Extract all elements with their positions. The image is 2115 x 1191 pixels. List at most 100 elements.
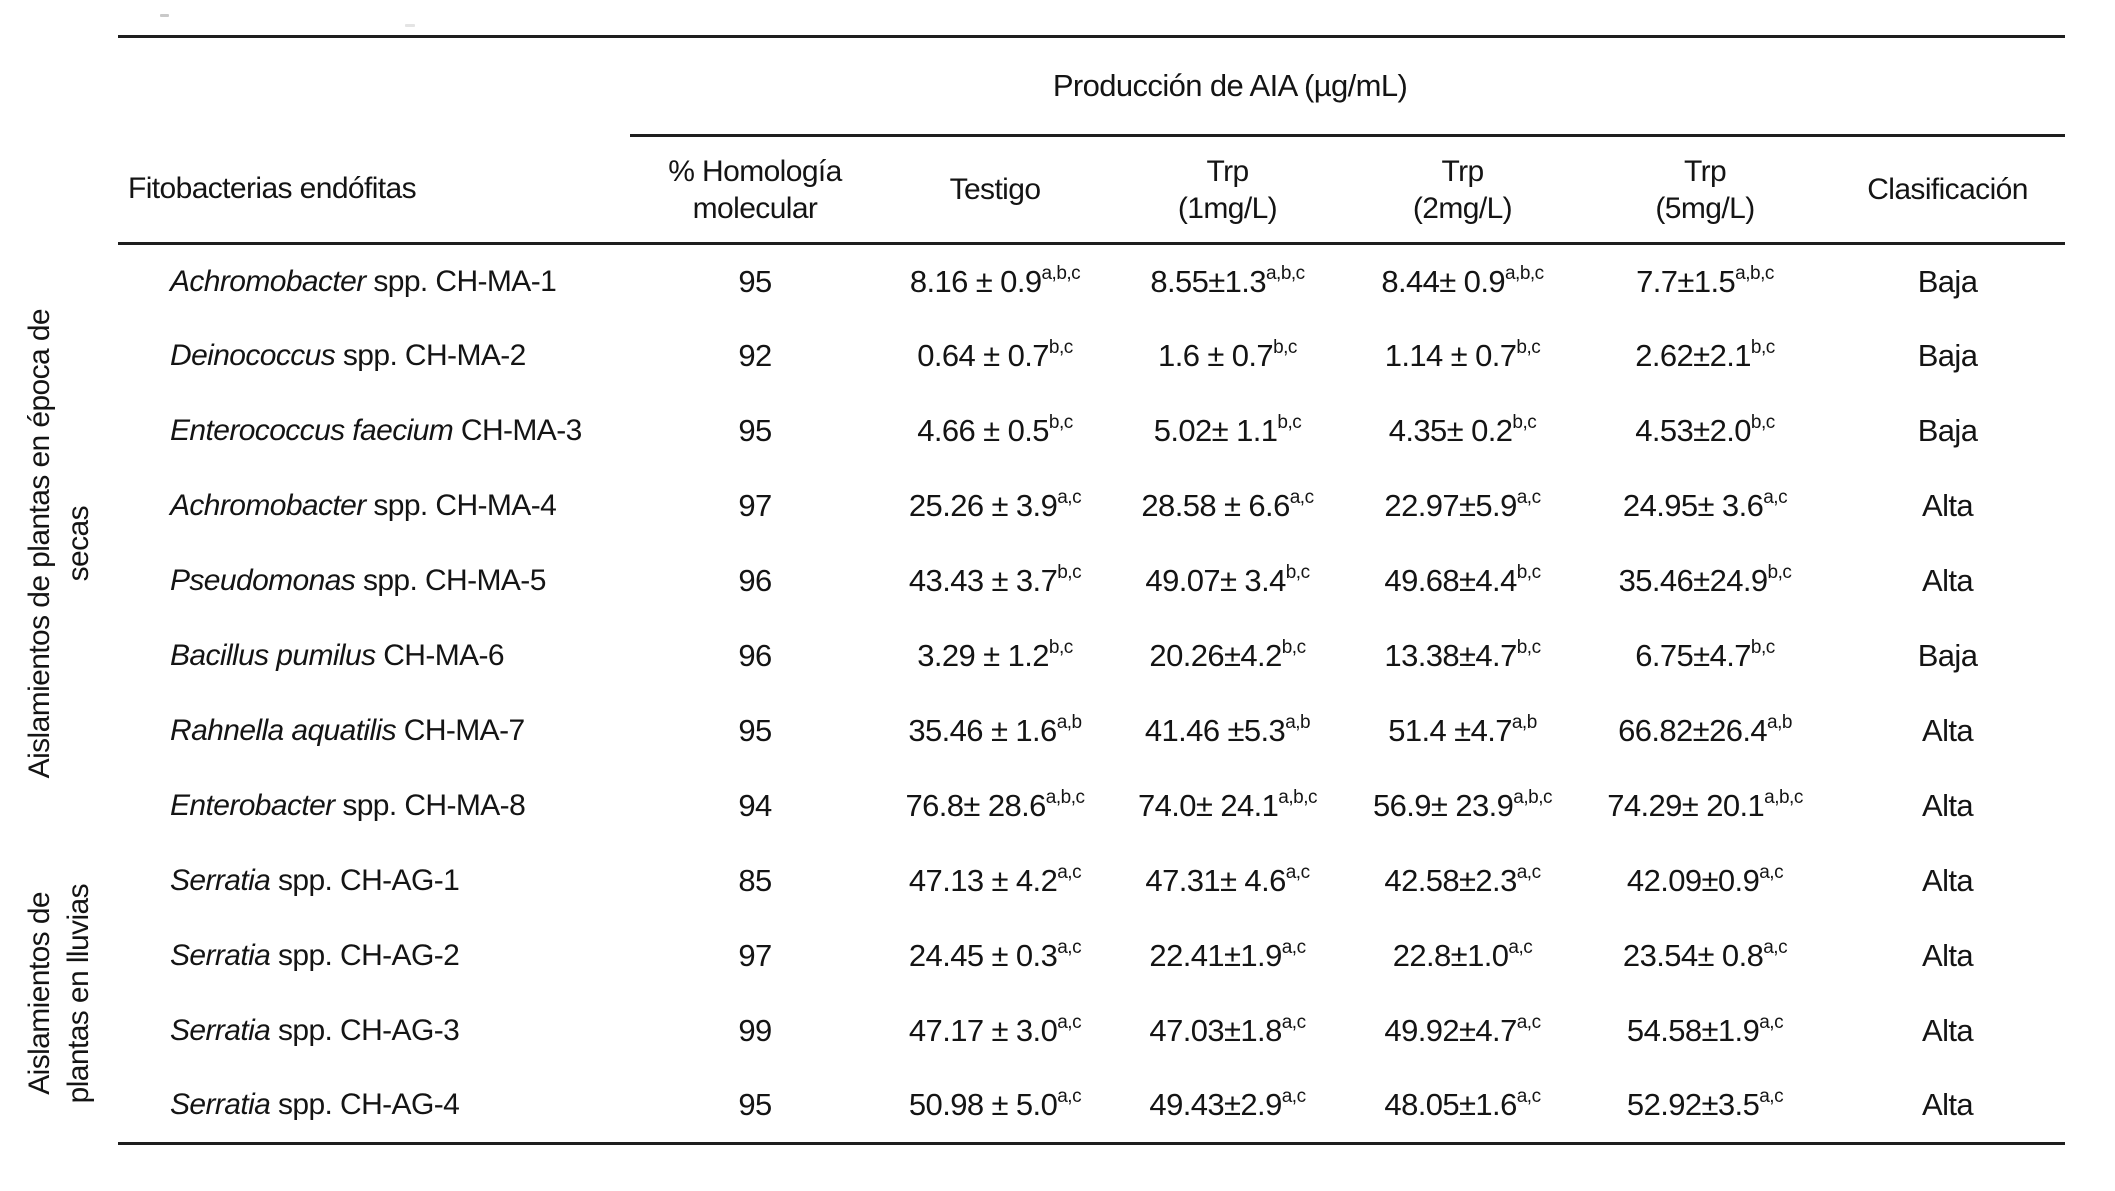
species-strain: spp. CH-MA-1 <box>365 264 557 298</box>
significance-superscript: b,c <box>1285 562 1310 583</box>
significance-superscript: a,c <box>1281 1012 1306 1033</box>
trp1-value: 47.31± 4.6a,c <box>1110 844 1345 919</box>
significance-superscript: a,b,c <box>1735 262 1774 284</box>
species-strain: spp. CH-MA-4 <box>365 489 557 522</box>
significance-superscript: b,c <box>1750 412 1775 433</box>
significance-superscript: b,c <box>1048 412 1073 433</box>
clasificacion-column-spacer <box>1830 35 2066 137</box>
testigo-value: 24.45 ± 0.3a,c <box>880 919 1110 994</box>
column-header-trp5-line1: Trp <box>1683 154 1727 188</box>
significance-superscript: a,b,c <box>1041 262 1081 284</box>
significance-superscript: b,c <box>1057 562 1082 583</box>
value: 7.7±1.5 <box>1636 263 1736 299</box>
column-header-trp1: Trp (1mg/L) <box>1110 135 1345 245</box>
classification-value: Baja <box>1917 638 1978 673</box>
significance-superscript: a,b,c <box>1278 787 1317 808</box>
table-row: Pseudomonas spp. CH-MA-5 96 43.43 ± 3.7b… <box>0 544 2065 619</box>
value: 51.4 ±4.7 <box>1388 713 1512 748</box>
trp5-value: 6.75±4.7b,c <box>1580 619 1830 694</box>
value: 66.82±26.4 <box>1618 713 1768 748</box>
significance-superscript: a,b,c <box>1764 787 1803 808</box>
trp1-value: 49.43±2.9a,c <box>1110 1068 1345 1145</box>
classification-value: Baja <box>1917 338 1978 373</box>
column-header-trp5: Trp (5mg/L) <box>1580 135 1831 245</box>
species-strain: CH-MA-3 <box>453 414 582 447</box>
trp2-value: 1.14 ± 0.7b,c <box>1345 319 1580 394</box>
value: 47.13 ± 4.2 <box>908 863 1058 898</box>
trp2-value: 22.8±1.0a,c <box>1345 919 1580 994</box>
significance-superscript: a,c <box>1057 862 1082 883</box>
testigo-value: 4.66 ± 0.5b,c <box>880 394 1110 469</box>
homology-value: 95 <box>738 713 772 748</box>
trp5-value: 52.92±3.5a,c <box>1580 1068 1831 1145</box>
trp2-value: 49.68±4.4b,c <box>1345 544 1580 619</box>
table-row: Rahnella aquatilis CH-MA-7 95 35.46 ± 1.… <box>0 694 2065 769</box>
column-header-clasificacion: Clasificación <box>1830 135 2066 245</box>
value: 28.58 ± 6.6 <box>1141 488 1290 523</box>
trp1-value: 41.46 ±5.3a,b <box>1110 694 1345 769</box>
species-genus: Deinococcus <box>170 339 336 372</box>
testigo-value: 50.98 ± 5.0a,c <box>880 1068 1110 1145</box>
trp1-value: 47.03±1.8a,c <box>1110 994 1345 1069</box>
column-header-trp1-line1: Trp <box>1206 154 1249 188</box>
column-header-homology-line2: molecular <box>692 191 818 225</box>
classification-value: Alta <box>1922 563 1974 598</box>
significance-superscript: b,c <box>1048 337 1073 358</box>
significance-superscript: b,c <box>1277 412 1302 433</box>
species-strain: CH-MA-7 <box>396 714 525 747</box>
column-header-trp2: Trp (2mg/L) <box>1345 135 1580 245</box>
trp5-value: 7.7±1.5a,b,c <box>1580 244 1830 319</box>
trp1-value: 49.07± 3.4b,c <box>1110 544 1345 619</box>
species-name: Achromobacter spp. CH-MA-1 <box>118 244 630 319</box>
table-body: Aislamientos de plantas en época de seca… <box>0 244 2066 1145</box>
classification-value: Alta <box>1922 863 1974 898</box>
significance-superscript: a,c <box>1281 1086 1306 1108</box>
significance-superscript: a,c <box>1759 1086 1784 1108</box>
value: 24.95± 3.6 <box>1622 488 1764 523</box>
homology-value: 94 <box>738 788 772 823</box>
species-genus: Enterobacter <box>170 789 335 822</box>
value: 0.64 ± 0.7 <box>917 338 1049 373</box>
value: 24.45 ± 0.3 <box>908 938 1058 973</box>
value: 74.29± 20.1 <box>1607 788 1765 823</box>
significance-superscript: a,c <box>1759 1012 1784 1033</box>
testigo-value: 35.46 ± 1.6a,b <box>880 694 1110 769</box>
significance-superscript: a,b <box>1285 712 1311 733</box>
significance-superscript: b,c <box>1516 637 1541 658</box>
classification-value: Alta <box>1830 1068 2066 1145</box>
trp2-value: 22.97±5.9a,c <box>1345 469 1580 544</box>
significance-superscript: a,c <box>1057 1086 1082 1108</box>
species-genus: Serratia <box>170 864 271 897</box>
group-column-spacer <box>0 37 118 136</box>
scan-artifact <box>405 24 415 27</box>
significance-superscript: b,c <box>1516 337 1541 358</box>
species-strain: spp. CH-MA-8 <box>334 789 526 822</box>
homology-value: 96 <box>738 638 772 673</box>
significance-superscript: a,c <box>1057 487 1082 508</box>
significance-superscript: a,c <box>1285 862 1310 883</box>
value: 4.53±2.0 <box>1635 413 1751 448</box>
testigo-value: 47.13 ± 4.2a,c <box>880 844 1110 919</box>
significance-superscript: a,b,c <box>1504 262 1544 284</box>
testigo-value: 0.64 ± 0.7b,c <box>880 319 1110 394</box>
table-row: Bacillus pumilus CH-MA-6 96 3.29 ± 1.2b,… <box>0 619 2065 694</box>
value: 8.44± 0.9 <box>1381 263 1505 299</box>
value: 50.98 ± 5.0 <box>908 1087 1058 1123</box>
value: 48.05±1.6 <box>1384 1087 1517 1123</box>
value: 2.62±2.1 <box>1635 338 1751 373</box>
column-header-species: Fitobacterias endófitas <box>118 135 630 245</box>
value: 23.54± 0.8 <box>1622 938 1764 973</box>
value: 76.8± 28.6 <box>905 788 1047 823</box>
value: 52.92±3.5 <box>1626 1087 1760 1123</box>
homology-value: 95 <box>630 1068 880 1145</box>
table-row: Serratia spp. CH-AG-2 97 24.45 ± 0.3a,c … <box>0 919 2065 994</box>
species-strain: spp. CH-AG-4 <box>270 1088 460 1122</box>
value: 41.46 ±5.3 <box>1144 713 1286 748</box>
significance-superscript: b,c <box>1273 337 1297 358</box>
table-row: Achromobacter spp. CH-MA-4 97 25.26 ± 3.… <box>0 469 2065 544</box>
significance-superscript: b,c <box>1767 562 1792 583</box>
species-genus: Serratia <box>170 1088 271 1122</box>
classification-value: Alta <box>1922 1013 1974 1048</box>
column-header-trp2-line2: (2mg/L) <box>1412 191 1513 225</box>
significance-superscript: a,c <box>1289 487 1314 508</box>
